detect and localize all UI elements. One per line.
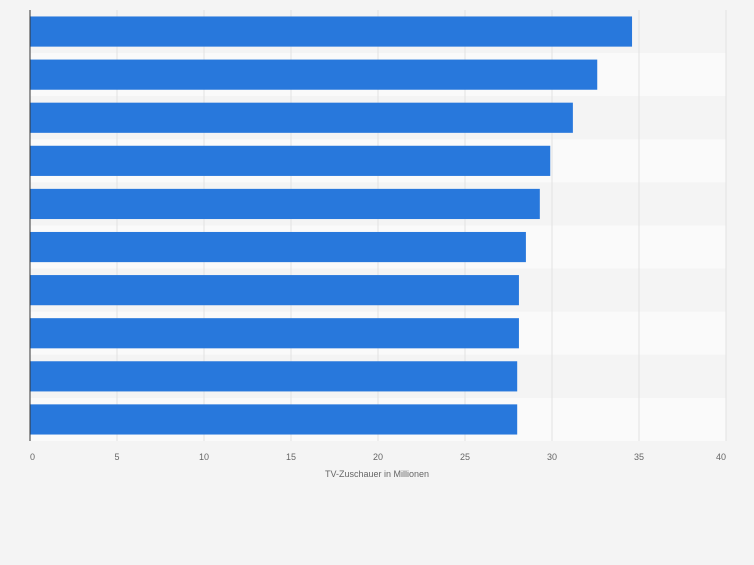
bars (30, 16, 633, 435)
x-tick-label: 30 (547, 452, 557, 462)
x-tick-label: 0 (30, 452, 35, 462)
bar (30, 318, 519, 349)
bar (30, 404, 518, 435)
x-tick-labels: 0 5 10 15 20 25 30 35 40 (30, 452, 726, 462)
x-tick-label: 40 (716, 452, 726, 462)
bar (30, 102, 573, 133)
bar (30, 188, 540, 220)
x-tick-label: 25 (460, 452, 470, 462)
x-tick-label: 15 (286, 452, 296, 462)
bar (30, 231, 526, 263)
x-tick-label: 10 (199, 452, 209, 462)
bar (30, 145, 551, 176)
x-tick-label: 5 (114, 452, 119, 462)
bar (30, 275, 519, 306)
bar (30, 16, 633, 47)
bar (30, 59, 598, 90)
x-axis-label: TV-Zuschauer in Millionen (325, 469, 429, 479)
bar (30, 361, 518, 392)
x-tick-label: 35 (634, 452, 644, 462)
x-tick-label: 20 (373, 452, 383, 462)
